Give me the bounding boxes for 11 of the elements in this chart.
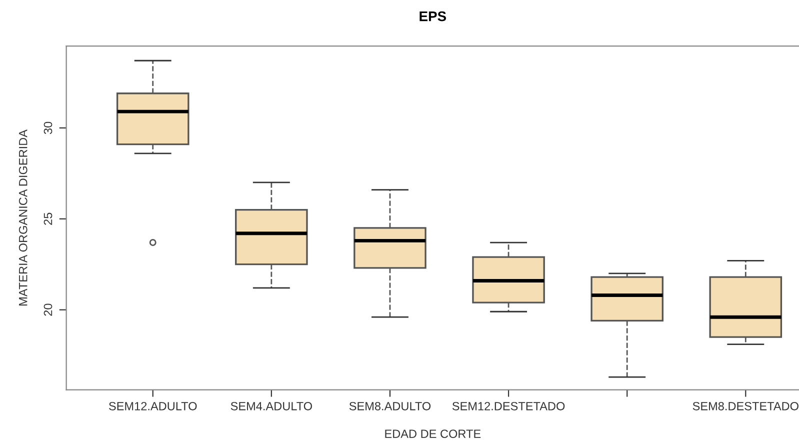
y-tick-label: 20	[44, 304, 52, 316]
y-tick-label: 25	[44, 212, 52, 225]
chart-title: EPS	[420, 11, 446, 22]
x-axis-title: EDAD DE CORTE	[385, 430, 481, 438]
x-tick-label: SEM4.ADULTO	[230, 402, 312, 410]
y-tick-label: 30	[44, 122, 52, 134]
x-tick-label: SEM12.ADULTO	[109, 402, 197, 410]
x-tick-label: SEM12.DESTETADO	[452, 402, 565, 410]
x-tick-label: SEM8.ADULTO	[349, 402, 431, 410]
x-tick-label: SEM8.DESTETADO	[692, 402, 798, 410]
y-axis-title: MATERIA ORGANICA DIGERIDA	[18, 130, 28, 306]
